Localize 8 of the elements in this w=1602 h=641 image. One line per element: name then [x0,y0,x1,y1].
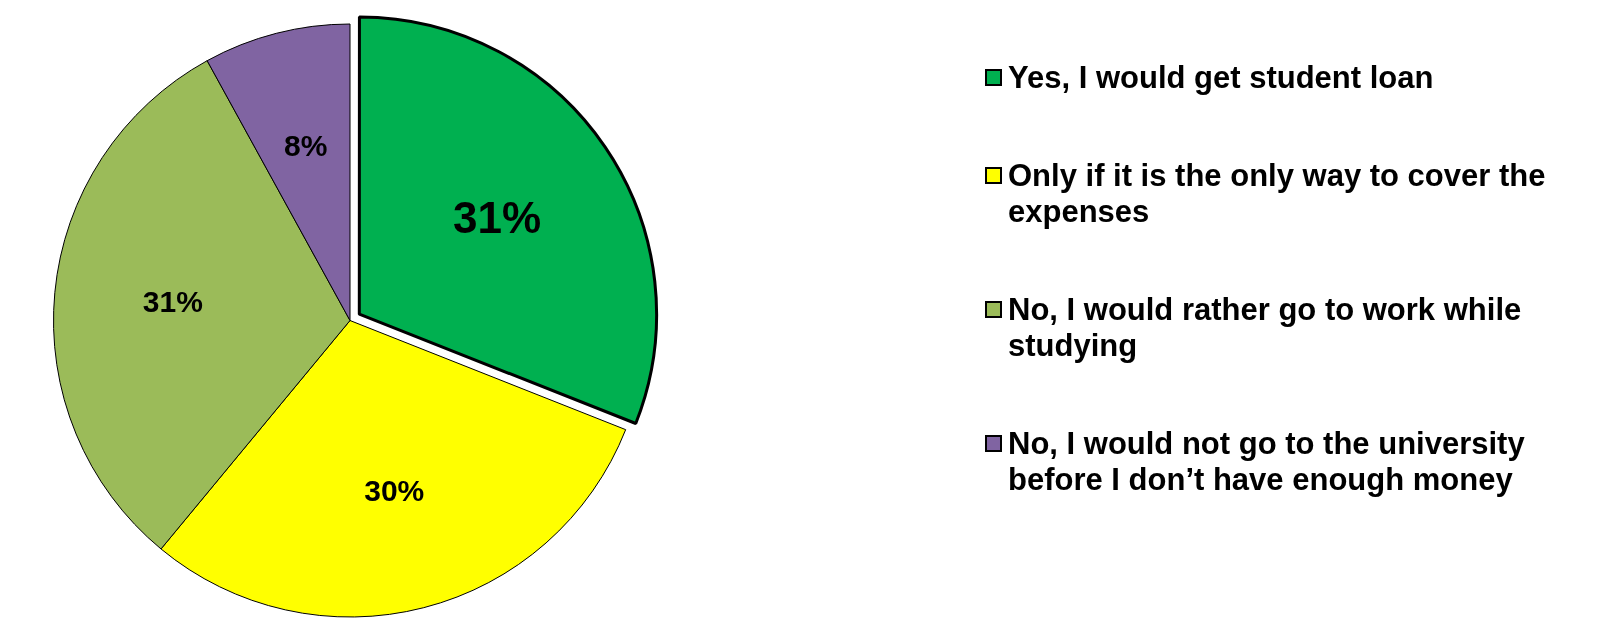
data-label: 8% [284,129,328,163]
legend-label: No, I would rather go to work while studying [1008,292,1523,364]
data-label: 31% [142,285,203,319]
legend-label: Yes, I would get student loan [1008,60,1434,96]
data-label: 30% [364,474,425,508]
legend-label: No, I would not go to the university before I don’t have enough money [1008,426,1526,498]
data-label: 31% [453,192,542,242]
legend-label: Only if it is the only way to cover the expenses [1008,158,1547,230]
